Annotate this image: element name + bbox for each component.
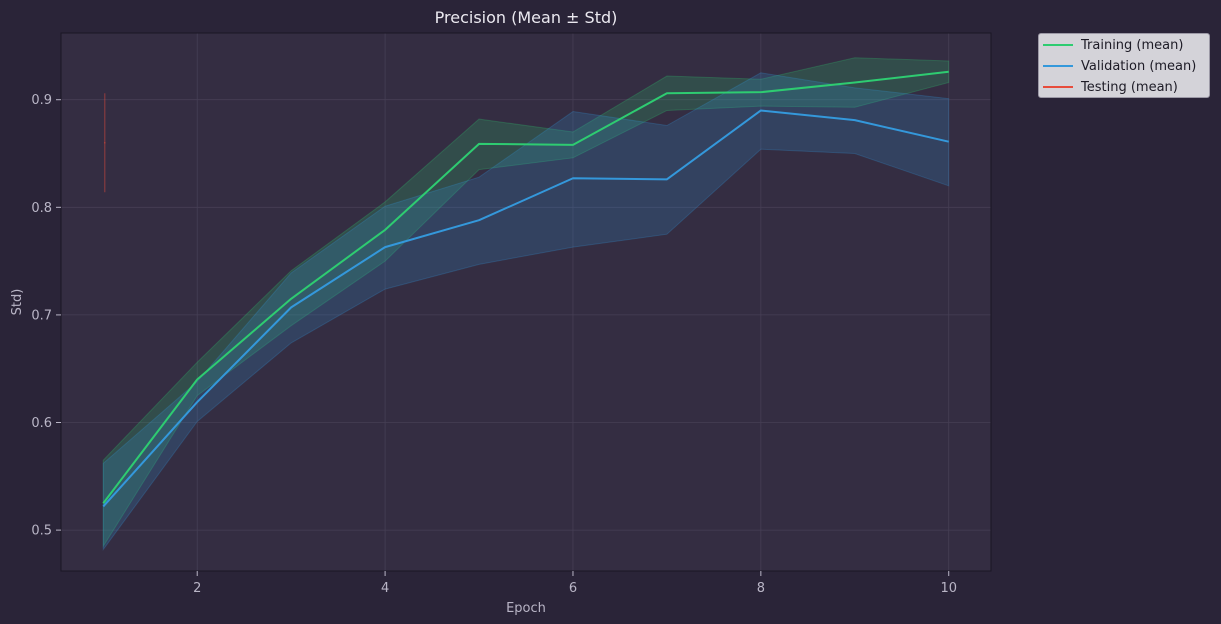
axis-ticks: 2 4 6 8 10 0.5 0.6 0.7 0.8 0.9 xyxy=(31,93,957,596)
plot-area xyxy=(61,33,991,571)
legend-swatch-validation xyxy=(1043,65,1073,67)
legend: Training (mean) Validation (mean) Testin… xyxy=(1038,33,1210,98)
x-tick-label: 6 xyxy=(569,581,577,596)
y-tick-label: 0.5 xyxy=(31,524,52,539)
y-tick-label: 0.6 xyxy=(31,416,52,431)
mean-line-training xyxy=(102,70,949,504)
y-tick-label: 0.8 xyxy=(31,201,52,216)
x-tick-label: 4 xyxy=(381,581,389,596)
legend-label-validation: Validation (mean) xyxy=(1081,58,1197,74)
std-bands xyxy=(102,57,950,552)
grid-lines xyxy=(61,33,991,571)
legend-label-training: Training (mean) xyxy=(1081,37,1184,53)
mean-point-testing xyxy=(103,141,106,144)
x-tick-label: 2 xyxy=(193,581,201,596)
plot-frame xyxy=(60,32,992,572)
legend-item-testing: Testing (mean) xyxy=(1043,77,1178,97)
x-tick-label: 10 xyxy=(940,581,957,596)
mean-line-validation xyxy=(102,109,949,508)
x-tick-label: 8 xyxy=(757,581,765,596)
legend-item-training: Training (mean) xyxy=(1043,35,1183,55)
y-axis-label: Std) xyxy=(10,289,25,316)
x-axis-label: Epoch xyxy=(506,601,546,616)
y-tick-label: 0.7 xyxy=(31,308,52,323)
mean-lines xyxy=(102,70,949,508)
legend-item-validation: Validation (mean) xyxy=(1043,56,1196,76)
y-tick-label: 0.9 xyxy=(31,93,52,108)
std-band-validation xyxy=(102,72,950,552)
legend-swatch-training xyxy=(1043,44,1073,46)
legend-label-testing: Testing (mean) xyxy=(1081,79,1178,95)
std-band-training xyxy=(102,57,950,548)
chart-title: Precision (Mean ± Std) xyxy=(435,8,618,27)
legend-swatch-testing xyxy=(1043,86,1073,88)
